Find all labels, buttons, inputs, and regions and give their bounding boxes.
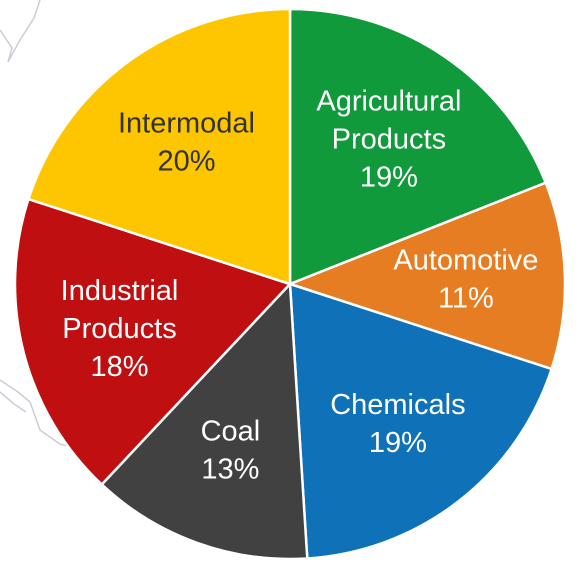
pie-slices — [13, 7, 567, 561]
pie-label-category-line: Coal — [201, 416, 261, 448]
pie-labels: Agricultural Products 19% Automotive 11% Chem… — [61, 85, 539, 485]
pie-label-percent: 20% — [157, 146, 215, 178]
pie-label-chemicals: Chemicals 19% — [330, 389, 465, 459]
pie-slice-intermodal — [26, 7, 292, 286]
pie-label-category-line: Intermodal — [118, 108, 255, 140]
pie-label-category-line: Products — [62, 313, 176, 345]
pie-label-percent: 18% — [90, 351, 148, 383]
pie-slice-chemicals — [288, 282, 554, 560]
pie-label-intermodal: Intermodal 20% — [118, 108, 255, 178]
pie-label-category-line: Industrial — [61, 275, 179, 307]
pie-label-industrial-products: Industrial Products 18% — [61, 275, 179, 383]
pie-label-percent: 13% — [201, 454, 259, 486]
pie-label-category-line: Agricultural — [316, 85, 461, 117]
pie-slice-coal — [99, 281, 309, 561]
pie-label-agricultural-products: Agricultural Products 19% — [316, 85, 461, 193]
pie-label-coal: Coal 13% — [201, 416, 261, 486]
pie-label-percent: 19% — [360, 161, 418, 193]
pie-slice-industrial-products — [13, 197, 293, 487]
pie-label-percent: 11% — [438, 283, 494, 315]
pie-label-category-line: Chemicals — [330, 389, 465, 421]
pie-label-category-line: Products — [332, 123, 446, 155]
pie-slice-automotive — [286, 181, 567, 371]
pie-label-percent: 19% — [369, 427, 427, 459]
pie-label-category-line: Automotive — [393, 245, 538, 277]
pie-label-automotive: Automotive 11% — [393, 245, 538, 315]
pie-slice-agricultural-products — [288, 7, 548, 286]
